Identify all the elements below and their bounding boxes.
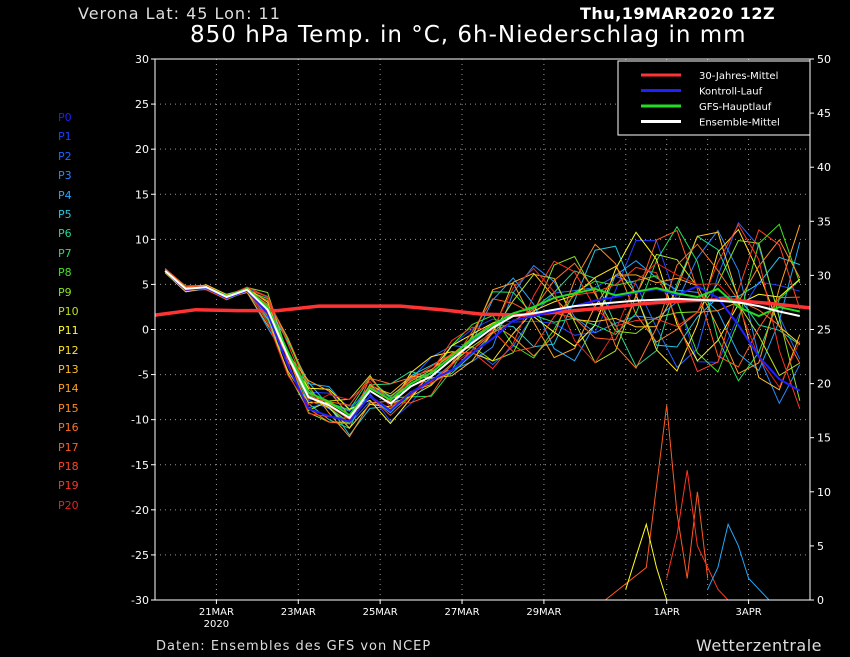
member-label: P11 <box>58 324 79 338</box>
member-label: P19 <box>58 479 79 493</box>
x-tick-sublabel: 2020 <box>204 619 229 630</box>
ensemble-member-line <box>164 223 801 419</box>
legend-label: Ensemble-Mittel <box>699 118 780 129</box>
legend-label: 30-Jahres-Mittel <box>699 71 778 82</box>
x-tick-label: 3APR <box>736 607 762 618</box>
member-label: P1 <box>58 130 72 144</box>
x-tick-label: 23MAR <box>281 607 316 618</box>
series-line <box>164 270 801 417</box>
legend-label: GFS-Hauptlauf <box>699 102 772 113</box>
y-right-tick-label: 10 <box>817 486 831 499</box>
y-left-tick-label: -5 <box>138 369 149 382</box>
precipitation-series <box>604 405 770 601</box>
x-tick-label: 29MAR <box>526 607 561 618</box>
y-right-tick-label: 30 <box>817 269 831 282</box>
y-left-tick-label: 30 <box>135 53 149 66</box>
member-label: P8 <box>58 266 72 280</box>
member-label: P10 <box>58 304 79 318</box>
precip-line <box>707 522 770 601</box>
member-label: P13 <box>58 363 79 377</box>
member-label: P6 <box>58 227 72 241</box>
y-right-tick-label: 5 <box>817 540 824 553</box>
precip-line <box>666 470 729 601</box>
y-right-tick-label: 45 <box>817 107 831 120</box>
y-left-tick-label: 0 <box>142 324 149 337</box>
x-tick-label: 1APR <box>654 607 680 618</box>
y-left-tick-label: -30 <box>131 594 149 607</box>
x-tick-label: 25MAR <box>363 607 398 618</box>
member-label: P18 <box>58 460 79 474</box>
legend: 30-Jahres-Mittel Kontroll-Lauf GFS-Hauptla… <box>617 60 811 136</box>
ensemble-member-line <box>164 231 801 425</box>
y-left-tick-label: 20 <box>135 143 149 156</box>
y-right-tick-label: 0 <box>817 594 824 607</box>
member-label: P17 <box>58 440 79 454</box>
data-source: Daten: Ensembles des GFS von NCEP <box>156 639 432 654</box>
precip-line <box>625 522 668 601</box>
legend-label: Kontroll-Lauf <box>699 87 763 98</box>
y-right-tick-label: 40 <box>817 161 831 174</box>
y-right-tick-label: 25 <box>817 324 831 337</box>
y-left-tick-label: 5 <box>142 278 149 291</box>
ensemble-member-line <box>164 243 801 425</box>
member-label: P3 <box>58 169 72 183</box>
ensemble-member-line <box>164 238 801 438</box>
y-left-tick-label: 15 <box>135 188 149 201</box>
precip-line <box>604 405 709 601</box>
member-label: P7 <box>58 246 72 260</box>
series-line <box>164 270 801 423</box>
y-axis-left: 30 25 20 15 10 5 0 -5 -10 -15 -20 -25 -30 <box>131 53 155 607</box>
grid <box>155 59 810 600</box>
x-tick-label: 21MAR <box>199 607 234 618</box>
x-tick-label: 27MAR <box>444 607 479 618</box>
member-label: P16 <box>58 421 79 435</box>
member-label: P9 <box>58 285 72 299</box>
y-right-tick-label: 35 <box>817 215 831 228</box>
ensemble-member-line <box>164 229 801 421</box>
ensemble-member-line <box>164 262 801 408</box>
y-left-tick-label: -20 <box>131 504 149 517</box>
member-label: P0 <box>58 111 72 124</box>
ensemble-member-line <box>164 239 801 423</box>
ensemble-member-line <box>164 229 800 406</box>
member-label: P2 <box>58 149 72 163</box>
y-left-tick-label: 10 <box>135 233 149 246</box>
ensemble-member-list: P0 P1 P2 P3 P4 P5 P6 P7 P8 P9 P10 P11 P12 P13 P14 P15 P1… <box>58 108 79 515</box>
highlighted-series <box>154 270 811 423</box>
y-left-tick-label: 25 <box>135 98 149 111</box>
series-line <box>164 270 801 420</box>
member-label: P15 <box>58 401 79 415</box>
ensemble-member-line <box>164 241 801 414</box>
y-left-tick-label: -10 <box>131 414 149 427</box>
y-right-tick-label: 50 <box>817 53 831 66</box>
y-right-tick-label: 20 <box>817 378 831 391</box>
y-right-tick-label: 15 <box>817 432 831 445</box>
y-left-tick-label: -25 <box>131 549 149 562</box>
member-label: P4 <box>58 188 72 202</box>
member-label: P12 <box>58 343 79 357</box>
y-left-tick-label: -15 <box>131 459 149 472</box>
brand-label: Wetterzentrale <box>696 636 823 655</box>
chart-title: 850 hPa Temp. in °C, 6h-Niederschlag in … <box>190 22 747 48</box>
member-label: P20 <box>58 498 79 512</box>
member-label: P14 <box>58 382 79 396</box>
location-label: Verona Lat: 45 Lon: 11 <box>78 4 281 23</box>
member-label: P5 <box>58 207 72 221</box>
run-datetime: Thu,19MAR2020 12Z <box>580 4 776 23</box>
